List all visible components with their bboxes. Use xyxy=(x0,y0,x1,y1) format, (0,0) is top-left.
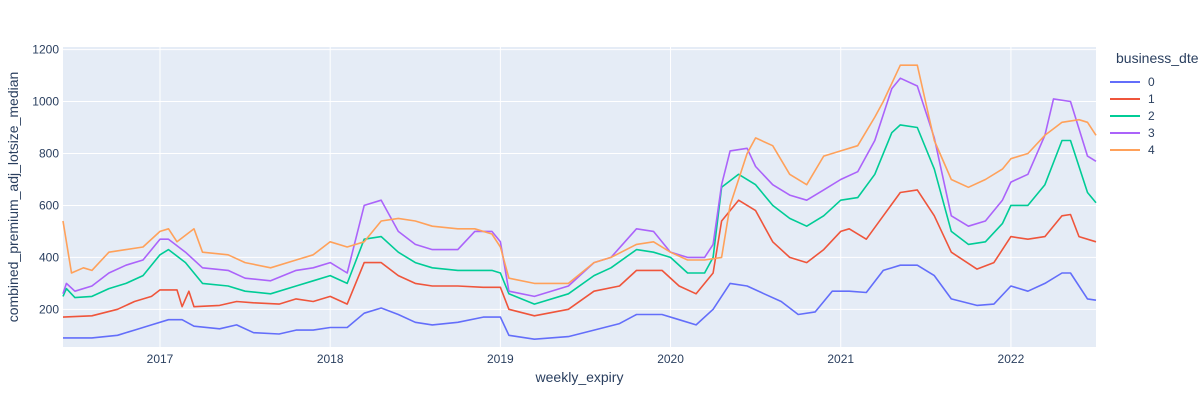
legend[interactable]: business_dte 0 1 2 3 4 xyxy=(1110,50,1199,157)
legend-title: business_dte xyxy=(1116,50,1199,66)
legend-item-1[interactable]: 1 xyxy=(1110,92,1155,106)
series-line-3 xyxy=(62,77,1097,298)
x-tick-label: 2018 xyxy=(317,352,344,366)
series-line-0 xyxy=(63,264,1097,340)
legend-item-4[interactable]: 4 xyxy=(1110,143,1155,157)
y-tick-label: 1000 xyxy=(32,95,59,109)
y-axis-title: combined_premium_adj_lotsize_median xyxy=(5,72,21,323)
grid-lines xyxy=(63,47,1096,347)
series-layer xyxy=(62,64,1097,340)
legend-label: 3 xyxy=(1148,126,1155,140)
y-tick-label: 200 xyxy=(39,302,59,316)
x-tick-label: 2021 xyxy=(827,352,854,366)
legend-item-3[interactable]: 3 xyxy=(1110,126,1155,140)
legend-label: 1 xyxy=(1148,92,1155,106)
legend-item-2[interactable]: 2 xyxy=(1110,109,1155,123)
x-tick-label: 2019 xyxy=(487,352,514,366)
x-axis-ticks: 2017 2018 2019 2020 2021 2022 xyxy=(147,352,1025,366)
series-line-4 xyxy=(62,64,1097,285)
legend-item-0[interactable]: 0 xyxy=(1110,75,1155,89)
legend-label: 0 xyxy=(1148,75,1155,89)
legend-label: 2 xyxy=(1148,109,1155,123)
y-axis-ticks: 200 400 600 800 1000 1200 xyxy=(32,43,59,317)
y-tick-label: 1200 xyxy=(32,43,59,57)
series-line-2 xyxy=(62,124,1097,305)
x-tick-label: 2017 xyxy=(147,352,174,366)
series-line-1 xyxy=(62,189,1097,318)
legend-label: 4 xyxy=(1148,143,1155,157)
y-tick-label: 600 xyxy=(39,198,59,212)
y-tick-label: 400 xyxy=(39,250,59,264)
x-tick-label: 2020 xyxy=(657,352,684,366)
y-tick-label: 800 xyxy=(39,146,59,160)
x-tick-label: 2022 xyxy=(998,352,1025,366)
x-axis-title: weekly_expiry xyxy=(535,369,624,385)
